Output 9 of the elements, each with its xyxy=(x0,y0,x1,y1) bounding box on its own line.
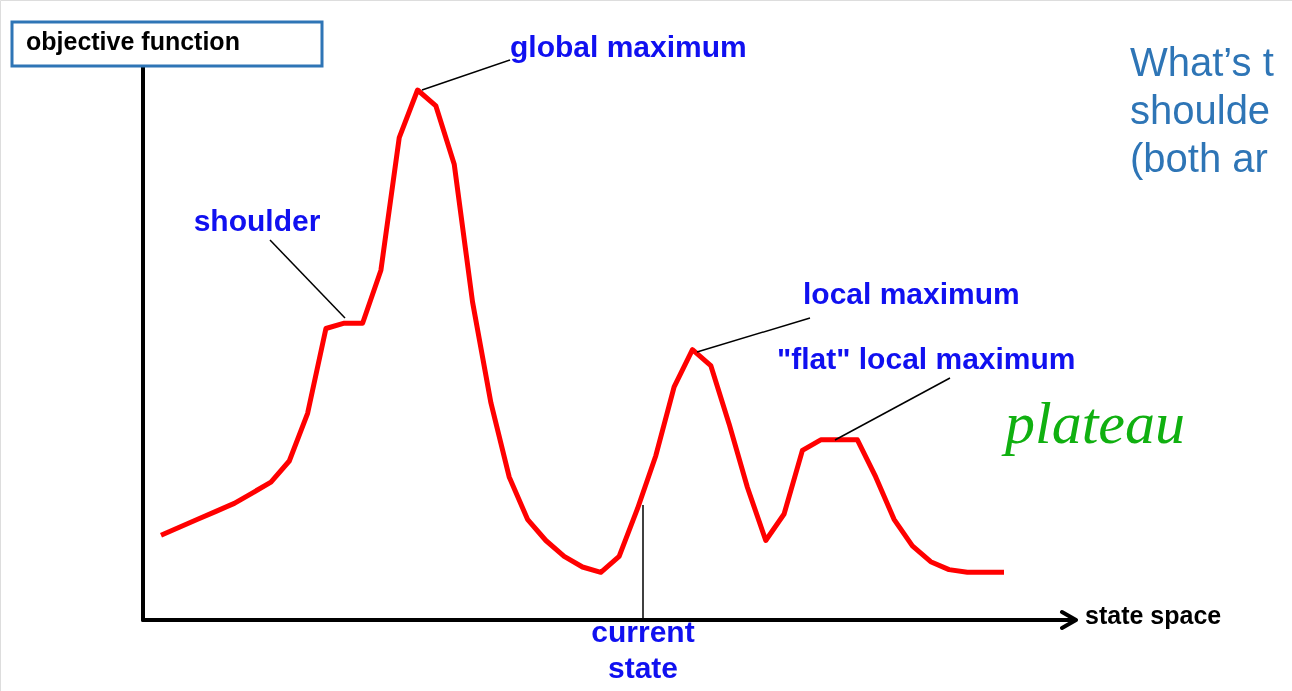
annotation: "flat" local maximum xyxy=(777,342,1076,375)
y-axis-title: objective function xyxy=(26,27,240,55)
text: global maximum xyxy=(510,30,747,63)
annotation: local maximum xyxy=(803,277,1020,310)
annotation: current state xyxy=(591,615,695,684)
text: What’s t shoulde (both ar xyxy=(1130,40,1274,180)
annotation: plateau xyxy=(1001,390,1185,456)
x-axis-title: state space xyxy=(1085,601,1222,629)
annotation: shoulder xyxy=(193,204,321,237)
